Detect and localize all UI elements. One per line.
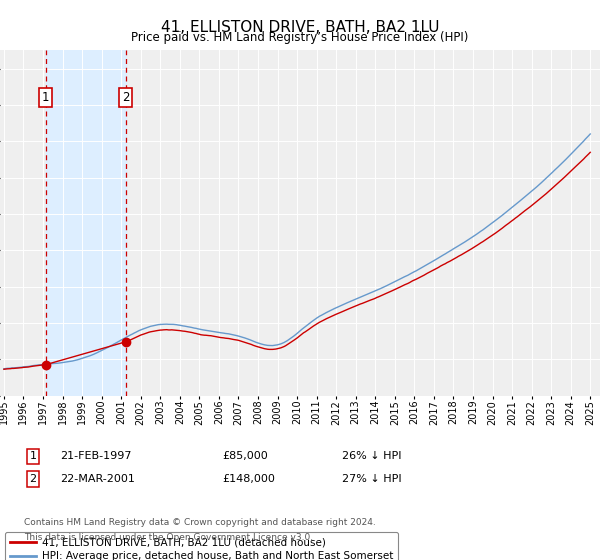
Bar (46, 50, 125, 395)
Text: 2: 2 (29, 474, 37, 484)
Text: 1: 1 (29, 451, 37, 461)
Text: 22-MAR-2001: 22-MAR-2001 (60, 474, 135, 484)
Text: 2: 2 (122, 91, 130, 104)
Text: This data is licensed under the Open Government Licence v3.0.: This data is licensed under the Open Gov… (24, 533, 313, 542)
Text: 26% ↓ HPI: 26% ↓ HPI (342, 451, 401, 461)
Text: 1: 1 (42, 91, 49, 104)
Text: £85,000: £85,000 (222, 451, 268, 461)
Text: Contains HM Land Registry data © Crown copyright and database right 2024.: Contains HM Land Registry data © Crown c… (24, 518, 376, 527)
Text: £148,000: £148,000 (222, 474, 275, 484)
Legend: 41, ELLISTON DRIVE, BATH, BA2 1LU (detached house), HPI: Average price, detached: 41, ELLISTON DRIVE, BATH, BA2 1LU (detac… (5, 532, 398, 560)
Text: 41, ELLISTON DRIVE, BATH, BA2 1LU: 41, ELLISTON DRIVE, BATH, BA2 1LU (161, 20, 439, 35)
Text: 21-FEB-1997: 21-FEB-1997 (60, 451, 131, 461)
Text: Price paid vs. HM Land Registry’s House Price Index (HPI): Price paid vs. HM Land Registry’s House … (131, 31, 469, 44)
Text: 27% ↓ HPI: 27% ↓ HPI (342, 474, 401, 484)
